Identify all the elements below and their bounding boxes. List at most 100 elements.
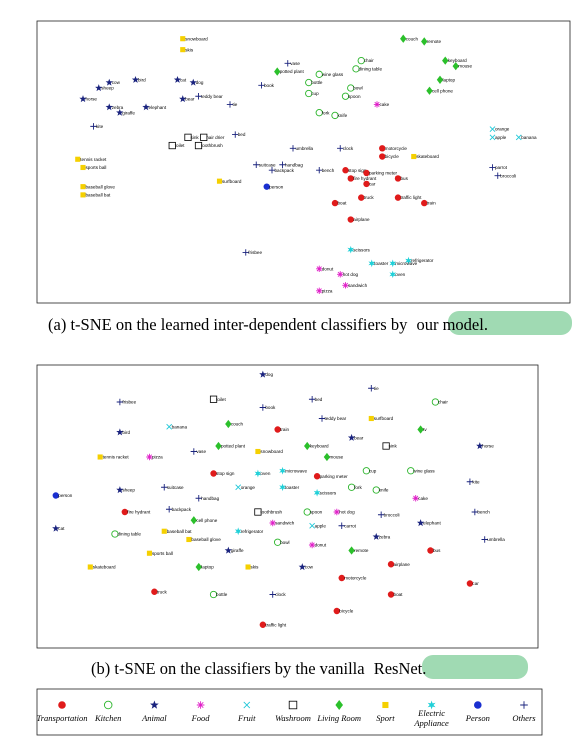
scatter-point: motorcycle	[379, 145, 407, 152]
point-marker	[268, 167, 276, 174]
point-marker	[466, 478, 474, 485]
point-label: cake	[380, 102, 390, 107]
scatter-point: handbag	[279, 161, 303, 168]
point-marker	[337, 271, 344, 278]
point-label: horse	[482, 444, 494, 449]
point-marker	[79, 95, 87, 103]
point-label: traffic light	[401, 195, 423, 200]
point-marker	[387, 591, 395, 598]
point-marker	[168, 141, 176, 150]
point-label: baseball glove	[191, 537, 221, 542]
point-marker	[394, 175, 402, 182]
point-label: oven	[395, 272, 405, 277]
point-label: dining table	[359, 66, 383, 71]
point-marker	[263, 183, 270, 190]
point-label: toaster	[285, 485, 300, 490]
point-label: backpack	[172, 507, 192, 512]
caption-a-prefix: (a) t-SNE on the learned inter-dependent…	[48, 315, 408, 334]
point-label: teddy bear	[325, 416, 347, 421]
point-marker	[394, 194, 402, 201]
scatter-point: broccoli	[494, 172, 516, 179]
point-label: cow	[112, 80, 121, 85]
point-marker	[341, 92, 350, 100]
point-label: broccoli	[384, 512, 400, 517]
point-label: airplane	[394, 562, 411, 567]
scatter-point: train	[421, 199, 436, 207]
point-marker	[347, 245, 355, 254]
legend-item-transportation: Transportation	[36, 701, 88, 723]
scatter-point: cow	[298, 563, 314, 571]
legend-marker	[427, 700, 436, 710]
scatter-point: backpack	[268, 167, 295, 174]
point-marker	[427, 547, 434, 554]
point-marker	[254, 508, 262, 516]
point-label: bench	[322, 168, 335, 173]
point-label: bus	[433, 548, 441, 553]
point-marker	[318, 415, 326, 422]
scatter-point: boat	[331, 199, 347, 207]
point-label: frisbee	[122, 400, 136, 405]
point-label: truck	[157, 589, 168, 594]
point-label: dog	[265, 372, 273, 377]
scatter-point: suitcase	[161, 484, 184, 491]
point-label: motorcycle	[344, 576, 367, 581]
point-label: toothbrush	[201, 143, 223, 148]
point-label: book	[264, 83, 275, 88]
point-label: handbag	[201, 496, 219, 501]
scatter-point: airplane	[387, 561, 411, 568]
point-label: skis	[251, 565, 260, 570]
scatter-point: kite	[90, 123, 104, 130]
point-label: bicycle	[385, 154, 399, 159]
scatter-point: skis	[245, 564, 260, 570]
scatter-point: baseball glove	[186, 536, 221, 542]
point-marker	[75, 156, 81, 162]
scatter-point: pizza	[316, 287, 333, 294]
point-marker	[161, 528, 167, 534]
point-label: knife	[379, 488, 389, 493]
point-marker	[368, 415, 374, 422]
point-label: mouse	[458, 64, 472, 69]
point-marker	[452, 61, 459, 71]
legend-label: Fruit	[237, 713, 256, 723]
point-label: car	[369, 182, 376, 187]
scatter-point: potted plant	[215, 441, 246, 451]
point-label: tennis racket	[103, 455, 130, 460]
scatter-point: surfboard	[368, 415, 394, 422]
point-label: hot dog	[343, 272, 359, 277]
point-marker	[232, 131, 239, 138]
legend-marker	[150, 700, 159, 709]
point-label: person	[269, 184, 283, 189]
scatter-point: sandwich	[342, 282, 368, 289]
point-marker	[331, 111, 339, 120]
legend-label: Transportation	[36, 713, 87, 723]
point-marker	[416, 519, 425, 527]
scatter-points-ours: snowboard skis bird cat dog vase potted plant c…	[75, 34, 537, 294]
point-marker	[338, 522, 345, 529]
point-marker	[215, 441, 222, 451]
point-label: backpack	[275, 168, 295, 173]
point-marker	[417, 425, 424, 434]
point-marker	[305, 89, 313, 98]
legend-label: Food	[191, 713, 211, 723]
scatter-point: microwave	[389, 259, 418, 268]
scatter-point: elephant	[416, 519, 441, 527]
scatter-point: traffic light	[394, 194, 423, 201]
scatter-point: scissors	[313, 488, 337, 497]
point-label: bear	[354, 435, 364, 440]
scatter-point: knife	[372, 486, 389, 494]
point-label: umbrella	[296, 146, 314, 151]
point-label: umbrella	[487, 537, 505, 542]
point-label: bed	[238, 132, 246, 137]
point-label: frisbee	[248, 250, 262, 255]
scatter-point: vase	[284, 60, 300, 67]
point-label: kite	[472, 479, 480, 484]
point-label: dog	[196, 80, 204, 85]
point-label: donut	[315, 543, 327, 548]
scatter-point: sandwich	[269, 519, 295, 527]
scatter-point: teddy bear	[195, 93, 223, 100]
scatter-point: hot dog	[337, 271, 359, 278]
point-marker	[190, 448, 198, 455]
point-label: knife	[338, 113, 348, 118]
legend-marker	[103, 700, 113, 710]
